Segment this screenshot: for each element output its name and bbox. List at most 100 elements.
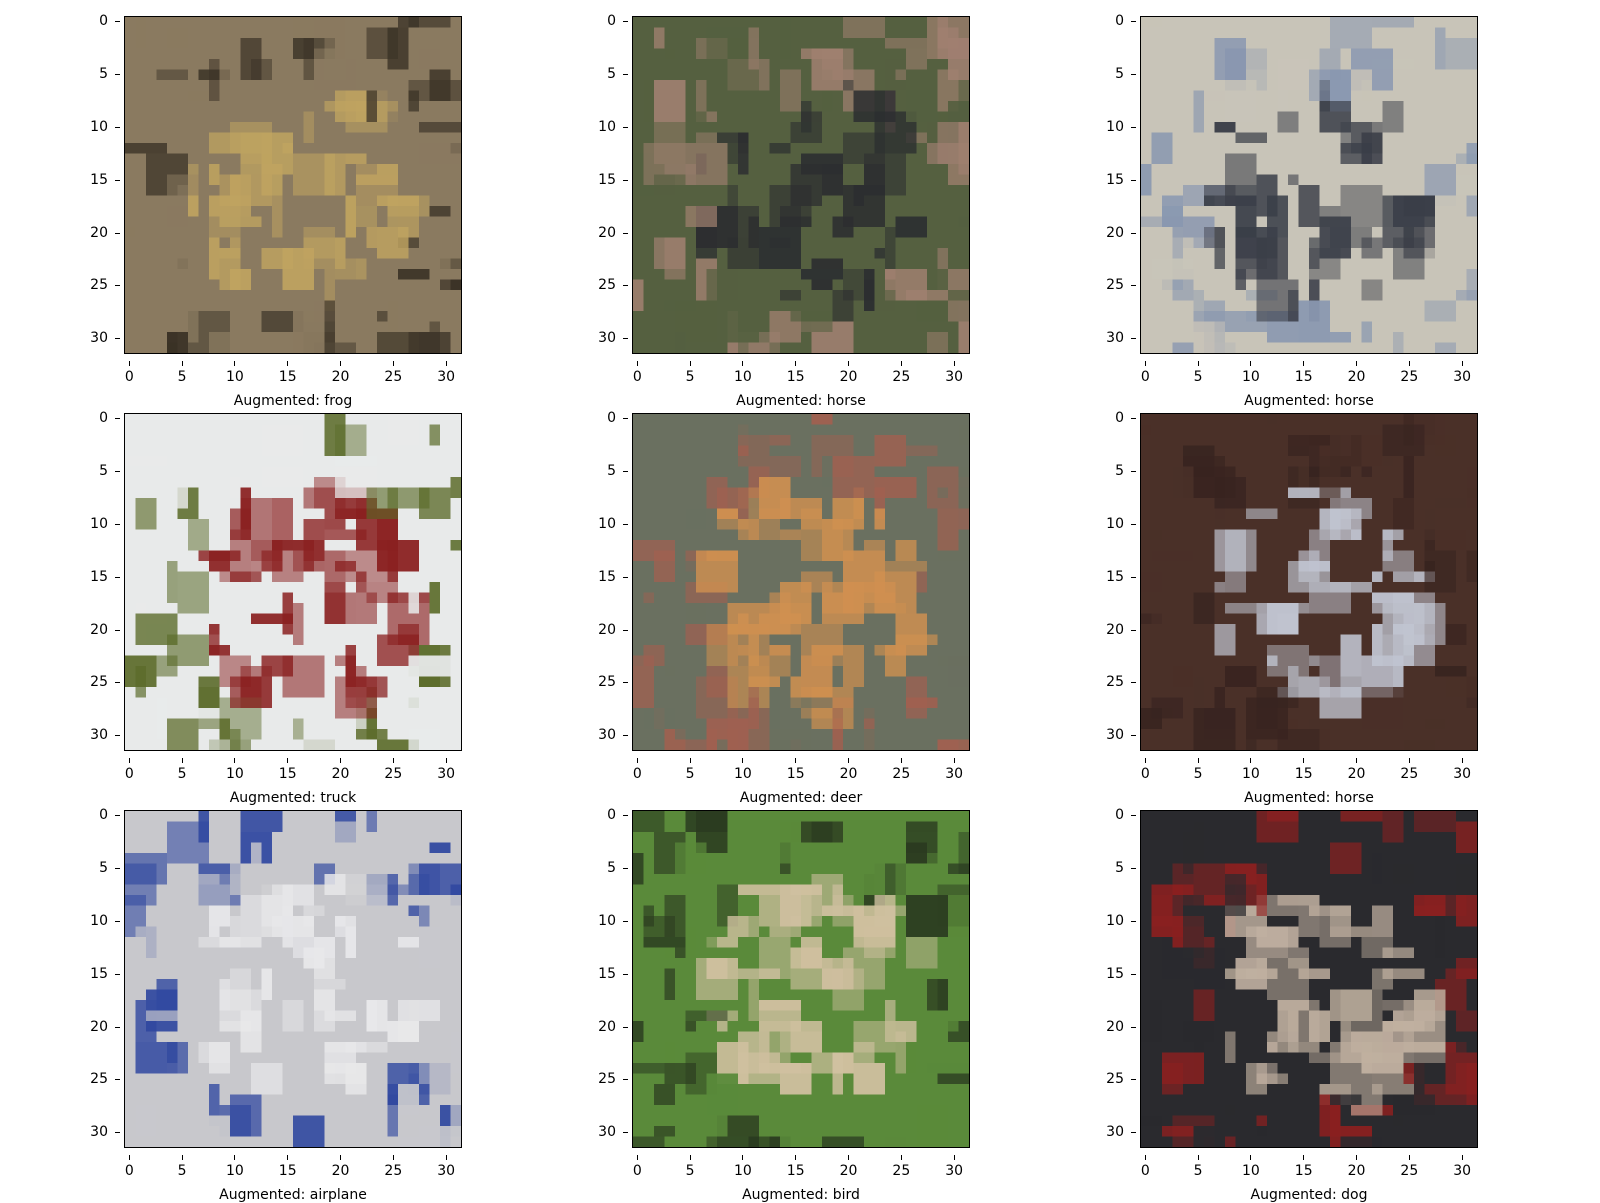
x-tick-label: 25 bbox=[886, 758, 916, 782]
y-tick-label: 0 bbox=[78, 807, 120, 823]
y-tick-label: 15 bbox=[1094, 569, 1136, 585]
y-tick-label: 5 bbox=[586, 860, 628, 876]
x-tick-label: 5 bbox=[167, 361, 197, 385]
x-tick-label: 0 bbox=[1130, 361, 1160, 385]
y-tick-label: 5 bbox=[1094, 860, 1136, 876]
x-tick-label: 25 bbox=[378, 758, 408, 782]
y-tick-label: 0 bbox=[78, 410, 120, 426]
image-panel: 0 5 10 15 20 25 30 0 5 10 15 20 25 30 Augmented: deer bbox=[584, 410, 1024, 806]
x-tick-label: 15 bbox=[1289, 1155, 1319, 1179]
y-tick-label: 15 bbox=[78, 569, 120, 585]
y-tick-label: 20 bbox=[586, 225, 628, 241]
y-tick-label: 0 bbox=[78, 13, 120, 29]
x-tick-label: 30 bbox=[431, 758, 461, 782]
image-panel: 0 5 10 15 20 25 30 0 5 10 15 20 25 30 Augmented: airpl… bbox=[76, 807, 516, 1203]
y-tick-label: 30 bbox=[1094, 727, 1136, 743]
x-tick-label: 25 bbox=[378, 361, 408, 385]
x-tick-label: 20 bbox=[1342, 1155, 1372, 1179]
y-tick-label: 30 bbox=[78, 330, 120, 346]
y-tick-label: 5 bbox=[78, 860, 120, 876]
airplane-photo-icon bbox=[124, 810, 462, 1148]
x-tick-label: 25 bbox=[1394, 758, 1424, 782]
x-tick-label: 25 bbox=[1394, 1155, 1424, 1179]
deer-photo-icon bbox=[632, 413, 970, 751]
y-tick-label: 20 bbox=[1094, 225, 1136, 241]
y-tick-label: 20 bbox=[78, 1019, 120, 1035]
image-caption: Augmented: bird bbox=[742, 1187, 860, 1203]
y-tick-label: 25 bbox=[586, 1071, 628, 1087]
y-tick-label: 15 bbox=[1094, 966, 1136, 982]
x-tick-label: 30 bbox=[431, 1155, 461, 1179]
horse-photo-icon bbox=[1140, 413, 1478, 751]
x-tick-label: 15 bbox=[1289, 361, 1319, 385]
y-tick-label: 30 bbox=[78, 727, 120, 743]
horse-photo-icon bbox=[632, 16, 970, 354]
y-tick-label: 0 bbox=[1094, 410, 1136, 426]
image-panel: 0 5 10 15 20 25 30 0 5 10 15 20 25 30 Augmented: horse bbox=[584, 13, 1024, 409]
y-tick-label: 20 bbox=[78, 622, 120, 638]
y-tick-label: 5 bbox=[586, 66, 628, 82]
x-tick-label: 20 bbox=[834, 758, 864, 782]
x-tick-label: 10 bbox=[220, 1155, 250, 1179]
y-tick-label: 25 bbox=[78, 277, 120, 293]
image-panel: 0 5 10 15 20 25 30 0 5 10 15 20 25 30 Augmented: horse bbox=[1092, 410, 1532, 806]
x-tick-label: 10 bbox=[220, 361, 250, 385]
x-tick-label: 30 bbox=[939, 1155, 969, 1179]
x-tick-label: 15 bbox=[273, 361, 303, 385]
x-tick-label: 30 bbox=[431, 361, 461, 385]
y-tick-label: 10 bbox=[78, 119, 120, 135]
x-tick-label: 5 bbox=[675, 1155, 705, 1179]
y-tick-label: 0 bbox=[586, 410, 628, 426]
y-tick-label: 5 bbox=[78, 463, 120, 479]
x-tick-label: 15 bbox=[781, 361, 811, 385]
y-tick-label: 10 bbox=[78, 913, 120, 929]
y-tick-label: 10 bbox=[78, 516, 120, 532]
x-tick-label: 20 bbox=[834, 1155, 864, 1179]
dog-photo-icon bbox=[1140, 810, 1478, 1148]
y-tick-label: 25 bbox=[78, 1071, 120, 1087]
x-tick-label: 10 bbox=[728, 758, 758, 782]
x-tick-label: 0 bbox=[114, 1155, 144, 1179]
y-tick-label: 10 bbox=[1094, 119, 1136, 135]
image-panel: 0 5 10 15 20 25 30 0 5 10 15 20 25 30 Augmented: bird bbox=[584, 807, 1024, 1203]
y-tick-label: 20 bbox=[1094, 1019, 1136, 1035]
x-tick-label: 10 bbox=[728, 1155, 758, 1179]
y-tick-label: 15 bbox=[78, 966, 120, 982]
y-tick-label: 5 bbox=[1094, 66, 1136, 82]
image-caption: Augmented: deer bbox=[739, 790, 863, 806]
x-tick-label: 0 bbox=[114, 758, 144, 782]
x-tick-label: 25 bbox=[886, 361, 916, 385]
x-tick-label: 5 bbox=[675, 361, 705, 385]
horse-photo-icon bbox=[1140, 16, 1478, 354]
y-tick-label: 10 bbox=[586, 913, 628, 929]
x-tick-label: 5 bbox=[167, 758, 197, 782]
y-tick-label: 20 bbox=[1094, 622, 1136, 638]
x-tick-label: 10 bbox=[220, 758, 250, 782]
x-tick-label: 0 bbox=[1130, 758, 1160, 782]
y-tick-label: 20 bbox=[586, 1019, 628, 1035]
image-panel: 0 5 10 15 20 25 30 0 5 10 15 20 25 30 Augmented: dog bbox=[1092, 807, 1532, 1203]
x-tick-label: 10 bbox=[728, 361, 758, 385]
y-tick-label: 0 bbox=[586, 807, 628, 823]
x-tick-label: 5 bbox=[1183, 361, 1213, 385]
x-tick-label: 0 bbox=[622, 758, 652, 782]
image-caption: Augmented: horse bbox=[1244, 393, 1374, 409]
x-tick-label: 5 bbox=[675, 758, 705, 782]
x-tick-label: 25 bbox=[1394, 361, 1424, 385]
y-tick-label: 30 bbox=[586, 330, 628, 346]
y-tick-label: 5 bbox=[586, 463, 628, 479]
image-panel: 0 5 10 15 20 25 30 0 5 10 15 20 25 30 Augmented: truck bbox=[76, 410, 516, 806]
y-tick-label: 20 bbox=[78, 225, 120, 241]
y-tick-label: 0 bbox=[1094, 13, 1136, 29]
x-tick-label: 10 bbox=[1236, 1155, 1266, 1179]
x-tick-label: 25 bbox=[378, 1155, 408, 1179]
x-tick-label: 0 bbox=[1130, 1155, 1160, 1179]
x-tick-label: 20 bbox=[326, 1155, 356, 1179]
y-tick-label: 10 bbox=[586, 119, 628, 135]
truck-photo-icon bbox=[124, 413, 462, 751]
x-tick-label: 20 bbox=[1342, 758, 1372, 782]
y-tick-label: 10 bbox=[1094, 913, 1136, 929]
y-tick-label: 15 bbox=[586, 172, 628, 188]
x-tick-label: 0 bbox=[622, 1155, 652, 1179]
image-caption: Augmented: horse bbox=[736, 393, 866, 409]
